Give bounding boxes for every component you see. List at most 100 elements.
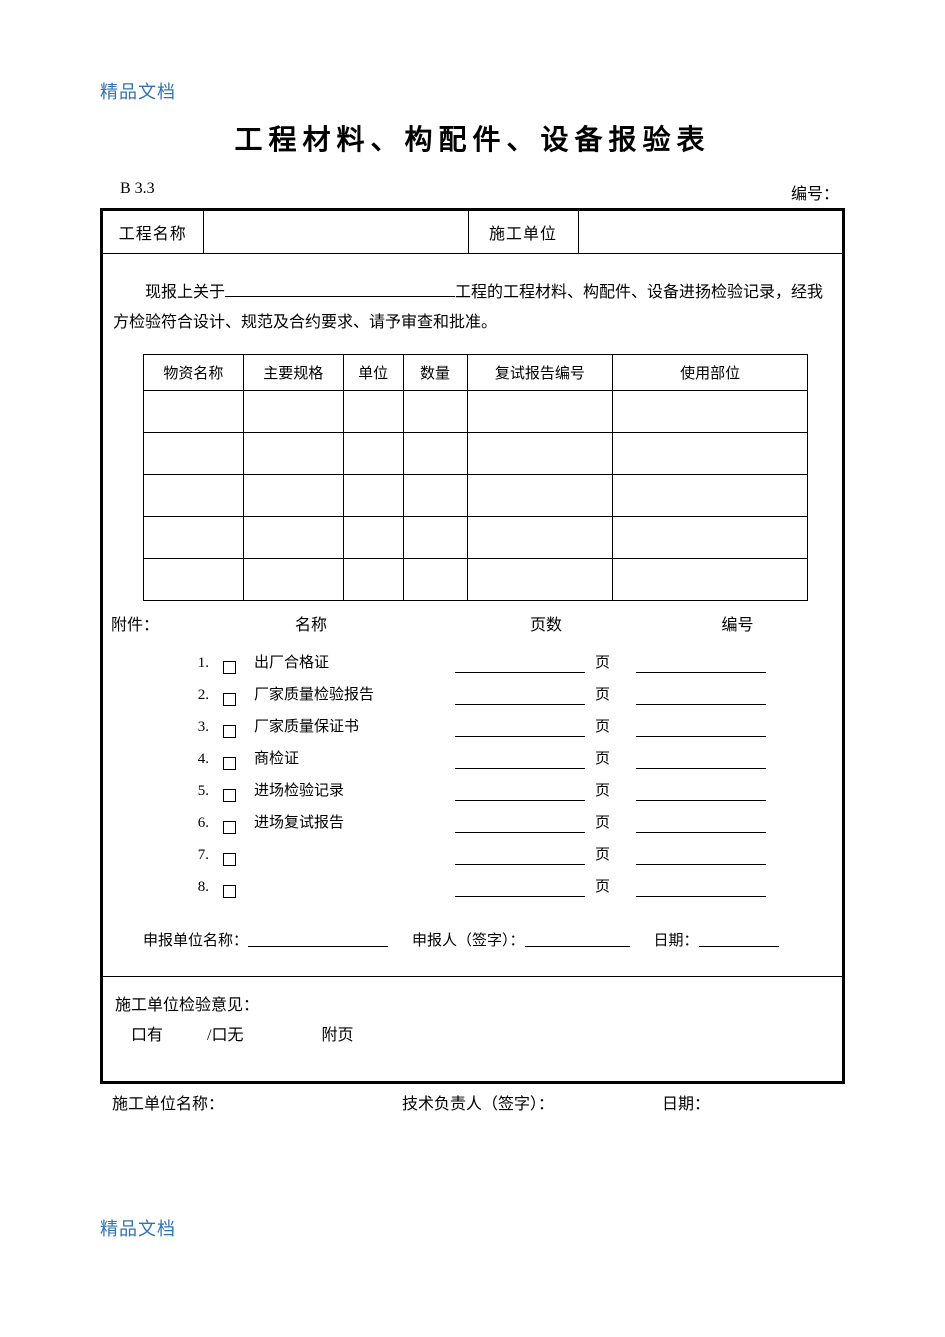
attachment-number: 6. — [113, 813, 223, 833]
materials-cell[interactable] — [144, 558, 244, 600]
attachment-pages-field[interactable] — [455, 751, 585, 769]
materials-cell[interactable] — [403, 390, 467, 432]
attachment-pages-field[interactable] — [455, 879, 585, 897]
applicant-date-field[interactable] — [699, 929, 779, 947]
serial-label: 编号： — [791, 180, 839, 204]
materials-cell[interactable] — [144, 474, 244, 516]
materials-cell[interactable] — [613, 558, 808, 600]
attachment-pages-field[interactable] — [455, 847, 585, 865]
materials-cell[interactable] — [613, 516, 808, 558]
materials-cell[interactable] — [613, 390, 808, 432]
form-code: B 3.3 — [120, 180, 155, 204]
attachment-code-field[interactable] — [636, 783, 766, 801]
attachment-number: 3. — [113, 717, 223, 737]
attachment-code-field[interactable] — [636, 847, 766, 865]
materials-cell[interactable] — [343, 390, 403, 432]
attachment-code-field[interactable] — [636, 751, 766, 769]
meta-row: B 3.3 编号： — [100, 180, 845, 208]
materials-cell[interactable] — [467, 516, 613, 558]
page-unit: 页 — [595, 749, 610, 769]
materials-cell[interactable] — [343, 432, 403, 474]
materials-table: 物资名称主要规格单位数量复试报告编号使用部位 — [143, 354, 808, 601]
materials-cell[interactable] — [613, 474, 808, 516]
attachment-pages-field[interactable] — [455, 815, 585, 833]
materials-cell[interactable] — [467, 474, 613, 516]
materials-cell[interactable] — [243, 390, 343, 432]
page-unit: 页 — [595, 845, 610, 865]
watermark-top: 精品文档 — [100, 78, 845, 104]
attachment-number: 1. — [113, 653, 223, 673]
signoff-unit-label: 施工单位名称： — [112, 1090, 402, 1114]
materials-cell[interactable] — [403, 432, 467, 474]
attachment-code-field[interactable] — [636, 815, 766, 833]
materials-cell[interactable] — [343, 558, 403, 600]
materials-cell[interactable] — [403, 516, 467, 558]
attachment-number: 8. — [113, 877, 223, 897]
materials-cell[interactable] — [467, 432, 613, 474]
materials-col-header: 数量 — [403, 354, 467, 390]
materials-cell[interactable] — [144, 432, 244, 474]
intro-blank[interactable] — [225, 279, 455, 297]
attach-col-name: 名称 — [171, 611, 451, 635]
attachment-number: 4. — [113, 749, 223, 769]
materials-cell[interactable] — [343, 474, 403, 516]
attachment-code-field[interactable] — [636, 719, 766, 737]
materials-cell[interactable] — [403, 558, 467, 600]
page-unit: 页 — [595, 877, 610, 897]
checkbox-icon[interactable] — [223, 853, 236, 866]
attachment-name: 进场检验记录 — [254, 781, 449, 801]
materials-col-header: 主要规格 — [243, 354, 343, 390]
attachment-number: 7. — [113, 845, 223, 865]
attachment-code-field[interactable] — [636, 687, 766, 705]
materials-cell[interactable] — [243, 474, 343, 516]
materials-cell[interactable] — [613, 432, 808, 474]
attach-col-pages: 页数 — [451, 611, 641, 635]
opinion-yes[interactable]: 口有 — [131, 1027, 163, 1044]
contractor-value[interactable] — [578, 211, 842, 253]
attachment-pages-field[interactable] — [455, 719, 585, 737]
form-frame: 工程名称 施工单位 现报上关于工程的工程材料、构配件、设备进扬检验记录，经我方检… — [100, 208, 845, 1084]
checkbox-icon[interactable] — [223, 725, 236, 738]
applicant-unit-field[interactable] — [248, 929, 388, 947]
attachment-code-field[interactable] — [636, 879, 766, 897]
materials-cell[interactable] — [403, 474, 467, 516]
document-page: 精品文档 工程材料、构配件、设备报验表 B 3.3 编号： 工程名称 施工单位 … — [0, 0, 945, 1337]
materials-cell[interactable] — [343, 516, 403, 558]
materials-cell[interactable] — [467, 390, 613, 432]
attachment-name: 厂家质量保证书 — [254, 717, 449, 737]
checkbox-icon[interactable] — [223, 661, 236, 674]
page-unit: 页 — [595, 813, 610, 833]
attachment-row: 6. 进场复试报告 页 — [113, 813, 832, 833]
attachment-row: 7. 页 — [113, 845, 832, 865]
project-label: 工程名称 — [103, 211, 203, 253]
project-value[interactable] — [203, 211, 468, 253]
checkbox-icon[interactable] — [223, 757, 236, 770]
applicant-person-field[interactable] — [525, 929, 630, 947]
signoff-date-label: 日期： — [662, 1090, 710, 1114]
checkbox-icon[interactable] — [223, 693, 236, 706]
opinion-block: 施工单位检验意见： 口有 /口无 附页 — [103, 976, 842, 1081]
checkbox-icon[interactable] — [223, 789, 236, 802]
materials-cell[interactable] — [243, 558, 343, 600]
watermark-bottom: 精品文档 — [100, 1215, 176, 1241]
materials-col-header: 物资名称 — [144, 354, 244, 390]
page-unit: 页 — [595, 653, 610, 673]
attachment-pages-field[interactable] — [455, 783, 585, 801]
attachment-pages-field[interactable] — [455, 687, 585, 705]
materials-cell[interactable] — [144, 516, 244, 558]
opinion-no[interactable]: /口无 — [207, 1027, 243, 1044]
form-title: 工程材料、构配件、设备报验表 — [100, 118, 845, 158]
applicant-unit-label: 申报单位名称： — [143, 929, 248, 950]
materials-cell[interactable] — [243, 432, 343, 474]
checkbox-icon[interactable] — [223, 885, 236, 898]
attachment-pages-field[interactable] — [455, 655, 585, 673]
attachment-name: 进场复试报告 — [254, 813, 449, 833]
signoff-tech-label: 技术负责人（签字）： — [402, 1090, 662, 1114]
attachment-code-field[interactable] — [636, 655, 766, 673]
materials-cell[interactable] — [243, 516, 343, 558]
checkbox-icon[interactable] — [223, 821, 236, 834]
materials-cell[interactable] — [467, 558, 613, 600]
attachments-header: 附件： 名称 页数 编号 — [103, 601, 842, 641]
attachment-name: 出厂合格证 — [254, 653, 449, 673]
materials-cell[interactable] — [144, 390, 244, 432]
